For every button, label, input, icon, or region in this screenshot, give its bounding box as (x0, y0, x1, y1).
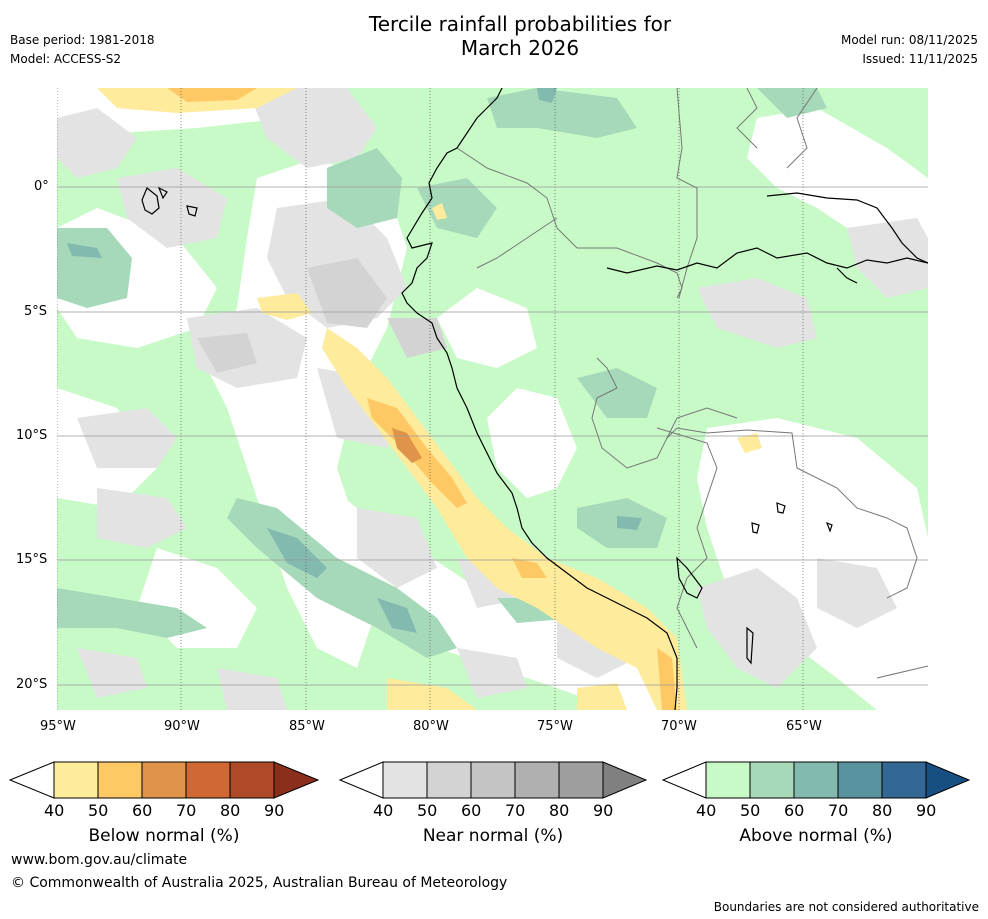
lat-tick-0: 0° (34, 179, 49, 194)
colorbars (8, 761, 971, 799)
near-tick-90: 90 (593, 801, 614, 820)
lat-tick-15s: 15°S (16, 552, 48, 567)
below-normal-swatch-60 (141, 761, 187, 799)
above-normal-swatch-40 (705, 761, 751, 799)
above-tick-70: 70 (828, 801, 849, 820)
near-tick-80: 80 (549, 801, 570, 820)
above-normal-swatch-60 (793, 761, 839, 799)
lat-tick-10s: 10°S (16, 428, 48, 443)
below-normal-swatch-50 (97, 761, 143, 799)
map-title: Tercile rainfall probabilities for March… (0, 12, 988, 60)
below-normal-swatch-70 (185, 761, 231, 799)
near-tick-60: 60 (461, 801, 482, 820)
lon-tick-80w: 80°W (413, 719, 449, 734)
country-borders (456, 88, 928, 679)
issued-text: Issued: 11/11/2025 (862, 52, 978, 66)
near-normal-swatch-50 (426, 761, 472, 799)
above-tick-60: 60 (784, 801, 805, 820)
below-normal-60-regions (392, 428, 422, 463)
latitude-lines (57, 186, 928, 686)
colorbar-near-normal (338, 761, 648, 799)
above-normal-60-regions (67, 88, 642, 633)
above-normal-swatch-50 (749, 761, 795, 799)
title-line-1: Tercile rainfall probabilities for (368, 12, 672, 36)
lon-tick-75w: 75°W (537, 719, 573, 734)
above-normal-swatch-70 (837, 761, 883, 799)
above-normal-swatch-80 (881, 761, 927, 799)
below-tick-50: 50 (88, 801, 109, 820)
lon-tick-70w: 70°W (661, 719, 697, 734)
near-normal-50-regions (197, 258, 447, 373)
below-normal-swatch-80 (229, 761, 275, 799)
below-tick-80: 80 (220, 801, 241, 820)
near-normal-swatch-90 (602, 761, 648, 799)
website-url: www.bom.gov.au/climate (11, 852, 188, 868)
above-normal-label: Above normal (%) (739, 826, 893, 846)
near-normal-swatch-80 (558, 761, 604, 799)
lon-tick-95w: 95°W (40, 719, 76, 734)
above-normal-swatch-90 (925, 761, 971, 799)
near-normal-swatch-60 (470, 761, 516, 799)
below-normal-swatch-40 (53, 761, 99, 799)
copyright-text: © Commonwealth of Australia 2025, Austra… (11, 875, 508, 891)
above-tick-40: 40 (696, 801, 717, 820)
model-run-text: Model run: 08/11/2025 (840, 33, 978, 47)
lat-tick-5s: 5°S (24, 304, 48, 319)
lon-tick-65w: 65°W (786, 719, 822, 734)
near-normal-swatch-40 (382, 761, 428, 799)
near-normal-label: Near normal (%) (422, 826, 564, 846)
near-tick-70: 70 (505, 801, 526, 820)
below-tick-90: 90 (264, 801, 285, 820)
colorbar-below-normal (8, 761, 320, 799)
above-tick-90: 90 (916, 801, 937, 820)
near-tick-50: 50 (417, 801, 438, 820)
below-tick-40: 40 (44, 801, 65, 820)
below-tick-70: 70 (176, 801, 197, 820)
rainfall-probability-map (57, 88, 928, 710)
above-tick-50: 50 (740, 801, 761, 820)
above-tick-80: 80 (872, 801, 893, 820)
base-period-text: Base period: 1981-2018 (10, 33, 155, 47)
title-line-2: March 2026 (460, 36, 580, 60)
model-text: Model: ACCESS-S2 (10, 52, 122, 66)
colorbar-above-normal (661, 761, 971, 799)
near-normal-swatch-70 (514, 761, 560, 799)
below-normal-label: Below normal (%) (88, 826, 240, 846)
near-tick-40: 40 (373, 801, 394, 820)
below-normal-swatch-90 (273, 761, 320, 799)
boundaries-disclaimer: Boundaries are not considered authoritat… (713, 900, 979, 914)
below-tick-60: 60 (132, 801, 153, 820)
lon-tick-85w: 85°W (289, 719, 325, 734)
lon-tick-90w: 90°W (164, 719, 200, 734)
coastline (141, 88, 928, 710)
lat-tick-20s: 20°S (16, 677, 48, 692)
